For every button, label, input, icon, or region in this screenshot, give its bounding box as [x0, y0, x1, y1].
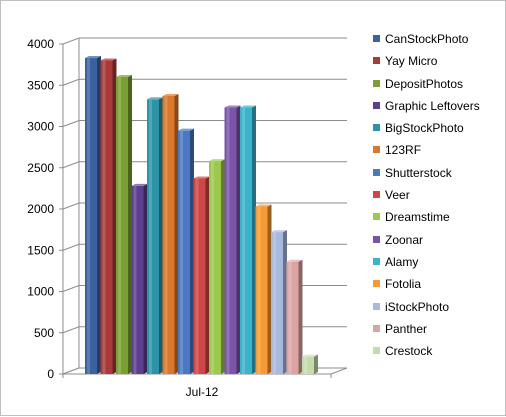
legend-label: Graphic Leftovers — [385, 98, 480, 113]
y-tick-label: 500 — [34, 326, 54, 340]
bar — [193, 176, 210, 374]
legend-label: Alamy — [385, 254, 419, 269]
bar — [131, 183, 148, 374]
legend-swatch — [373, 302, 380, 310]
bar — [116, 75, 132, 374]
legend-item: Graphic Leftovers — [373, 99, 503, 121]
legend-item: Veer — [373, 188, 503, 210]
legend-swatch — [373, 57, 380, 65]
legend-label: DepositPhotos — [385, 76, 464, 91]
legend-swatch — [373, 101, 380, 109]
y-tick-label: 3500 — [27, 78, 54, 92]
legend-label: iStockPhoto — [385, 299, 450, 314]
legend-item: Crestock — [373, 344, 503, 366]
legend-item: Alamy — [373, 255, 503, 277]
legend-item: CanStockPhoto — [373, 32, 503, 54]
legend-swatch — [373, 235, 380, 243]
legend-label: Fotolia — [385, 277, 422, 292]
legend-swatch — [373, 79, 380, 87]
legend-item: Shutterstock — [373, 166, 503, 188]
y-tick-label: 1500 — [27, 243, 54, 257]
legend-label: 123RF — [385, 143, 422, 158]
bar — [147, 97, 163, 375]
legend-item: iStockPhoto — [373, 300, 503, 322]
bar — [85, 56, 101, 375]
legend-label: Dreamstime — [385, 210, 450, 225]
legend-swatch — [373, 35, 380, 42]
legend-item: DepositPhotos — [373, 77, 503, 99]
bar — [271, 230, 287, 374]
bars — [85, 56, 318, 375]
legend-swatch — [373, 213, 380, 221]
legend-item: BigStockPhoto — [373, 121, 503, 143]
x-category-label: Jul-12 — [186, 385, 219, 399]
legend: CanStockPhoto Yay Micro DepositPhotos Graph… — [373, 32, 503, 366]
legend-swatch — [373, 168, 380, 176]
legend-label: Crestock — [385, 344, 433, 359]
bar — [162, 93, 179, 374]
bar — [255, 204, 272, 374]
legend-swatch — [373, 324, 380, 332]
bar — [240, 105, 256, 375]
bar — [178, 128, 194, 374]
legend-swatch — [373, 124, 380, 132]
legend-label: Yay Micro — [385, 54, 438, 69]
bar — [286, 259, 303, 374]
bar — [209, 159, 225, 374]
legend-label: Shutterstock — [385, 165, 452, 180]
legend-item: Yay Micro — [373, 54, 503, 76]
legend-swatch — [373, 347, 380, 355]
legend-item: Zoonar — [373, 233, 503, 255]
legend-label: CanStockPhoto — [385, 32, 469, 46]
legend-swatch — [373, 257, 380, 265]
y-tick-label: 0 — [47, 367, 54, 381]
gridline — [62, 37, 347, 45]
legend-label: Zoonar — [385, 232, 424, 247]
y-tick-label: 3000 — [27, 120, 54, 134]
axis-labels: 0 500 1000 1500 2000 2500 3000 3500 4000 Jul-12 — [27, 37, 218, 399]
bar — [224, 105, 241, 375]
legend-item: Panther — [373, 322, 503, 344]
legend-swatch — [373, 280, 380, 288]
legend-label: Veer — [385, 188, 410, 203]
y-tick-label: 4000 — [27, 37, 54, 51]
legend-label: BigStockPhoto — [385, 121, 464, 136]
y-tick-label: 2000 — [27, 202, 54, 216]
legend-item: 123RF — [373, 143, 503, 165]
y-tick-label: 1000 — [27, 285, 54, 299]
legend-label: Panther — [385, 321, 428, 336]
y-tick-label: 2500 — [27, 161, 54, 175]
legend-swatch — [373, 146, 380, 154]
bar — [100, 58, 117, 374]
legend-swatch — [373, 191, 380, 199]
legend-item: Fotolia — [373, 277, 503, 299]
bar — [302, 354, 318, 374]
legend-item: Dreamstime — [373, 210, 503, 232]
